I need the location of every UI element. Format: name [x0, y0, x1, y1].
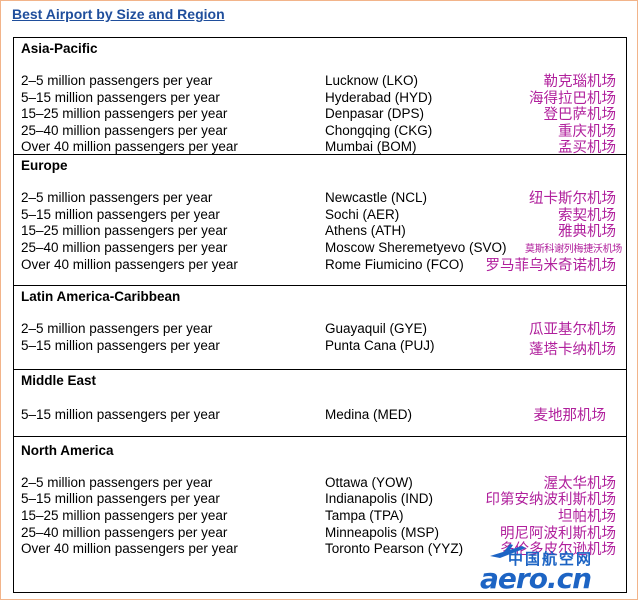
- category-cell: 2–5 million passengers per year: [21, 73, 213, 88]
- region-heading: Asia-Pacific: [21, 41, 98, 56]
- category-cell: 15–25 million passengers per year: [21, 508, 228, 523]
- section-north-america: North America 2–5 million passengers per…: [14, 436, 626, 592]
- category-cell: 2–5 million passengers per year: [21, 475, 213, 490]
- airport-cell: Rome Fiumicino (FCO): [325, 257, 464, 272]
- table-row: 2–5 million passengers per year Ottawa (…: [14, 475, 626, 492]
- category-cell: 15–25 million passengers per year: [21, 223, 228, 238]
- chinese-name-cell: 索契机场: [558, 208, 616, 224]
- chinese-name-cell: 勒克瑙机场: [543, 74, 617, 90]
- category-cell: 25–40 million passengers per year: [21, 525, 228, 540]
- region-heading: Middle East: [21, 373, 97, 388]
- airport-cell: Denpasar (DPS): [325, 106, 425, 121]
- aero-cn-watermark: 中国航空网 aero.cn: [480, 544, 630, 595]
- chinese-name-cell: 印第安纳波利斯机场: [485, 492, 617, 508]
- chinese-name-cell: 纽卡斯尔机场: [529, 191, 616, 207]
- region-heading: Europe: [21, 158, 68, 173]
- table-row: 2–5 million passengers per year Newcastl…: [14, 190, 626, 207]
- table-row: 25–40 million passengers per year Moscow…: [14, 240, 626, 257]
- category-cell: 2–5 million passengers per year: [21, 190, 213, 205]
- airport-cell: Ottawa (YOW): [325, 475, 413, 490]
- airport-cell: Tampa (TPA): [325, 508, 404, 523]
- table-row: 5–15 million passengers per year Sochi (…: [14, 207, 626, 224]
- awards-table: Asia-Pacific 2–5 million passengers per …: [13, 37, 627, 593]
- table-row: 2–5 million passengers per year Lucknow …: [14, 73, 626, 90]
- category-cell: 2–5 million passengers per year: [21, 321, 213, 336]
- airport-cell: Medina (MED): [325, 407, 413, 422]
- category-cell: Over 40 million passengers per year: [21, 139, 238, 154]
- airport-cell: Guayaquil (GYE): [325, 321, 428, 336]
- category-cell: 15–25 million passengers per year: [21, 106, 228, 121]
- chinese-name-cell: 麦地那机场: [533, 408, 607, 424]
- chinese-name-cell: 罗马菲乌米奇诺机场: [485, 258, 617, 274]
- section-europe: Europe 2–5 million passengers per year N…: [14, 154, 626, 285]
- category-cell: 25–40 million passengers per year: [21, 240, 228, 255]
- airport-cell: Punta Cana (PUJ): [325, 338, 435, 353]
- category-cell: 5–15 million passengers per year: [21, 338, 220, 353]
- table-row: Over 40 million passengers per year Mumb…: [14, 139, 626, 156]
- section-latin-america-caribbean: Latin America-Caribbean 2–5 million pass…: [14, 285, 626, 369]
- chinese-name-cell: 明尼阿波利斯机场: [500, 526, 616, 542]
- chinese-name-cell: 雅典机场: [558, 224, 616, 240]
- category-cell: 5–15 million passengers per year: [21, 207, 220, 222]
- page-title: Best Airport by Size and Region: [12, 6, 225, 22]
- table-row: 25–40 million passengers per year Chongq…: [14, 123, 626, 140]
- table-row: 5–15 million passengers per year Hyderab…: [14, 90, 626, 107]
- watermark-logo-text: aero.cn: [480, 562, 592, 595]
- chinese-name-cell: 重庆机场: [558, 124, 616, 140]
- table-row: 5–15 million passengers per year Punta C…: [14, 338, 626, 358]
- airport-cell: Mumbai (BOM): [325, 139, 417, 154]
- airport-cell: Lucknow (LKO): [325, 73, 419, 88]
- chinese-name-cell: 多伦多皮尔逊机场: [500, 542, 616, 558]
- airport-cell: Hyderabad (HYD): [325, 90, 433, 105]
- airport-cell: Toronto Pearson (YYZ): [325, 541, 464, 556]
- airport-cell: Moscow Sheremetyevo (SVO): [325, 240, 507, 255]
- chinese-name-cell: 孟买机场: [558, 140, 616, 156]
- table-row: 15–25 million passengers per year Denpas…: [14, 106, 626, 123]
- category-cell: 5–15 million passengers per year: [21, 491, 220, 506]
- chinese-name-cell: 渥太华机场: [543, 476, 617, 492]
- category-cell: 5–15 million passengers per year: [21, 407, 220, 422]
- airport-cell: Newcastle (NCL): [325, 190, 428, 205]
- region-heading: Latin America-Caribbean: [21, 289, 181, 304]
- airport-cell: Minneapolis (MSP): [325, 525, 440, 540]
- category-cell: Over 40 million passengers per year: [21, 257, 238, 272]
- table-row: 2–5 million passengers per year Guayaqui…: [14, 321, 626, 338]
- region-heading: North America: [21, 443, 114, 458]
- table-row: 15–25 million passengers per year Tampa …: [14, 508, 626, 525]
- airport-cell: Chongqing (CKG): [325, 123, 433, 138]
- chinese-name-cell: 蓬塔卡纳机场: [529, 342, 616, 358]
- section-asia-pacific: Asia-Pacific 2–5 million passengers per …: [14, 38, 626, 156]
- chinese-name-cell: 瓜亚基尔机场: [529, 322, 616, 338]
- table-row: 25–40 million passengers per year Minnea…: [14, 525, 626, 542]
- watermark-chinese-text: 中国航空网: [508, 550, 594, 568]
- table-row: 5–15 million passengers per year Indiana…: [14, 491, 626, 508]
- airport-cell: Indianapolis (IND): [325, 491, 434, 506]
- chinese-name-cell: 登巴萨机场: [543, 107, 617, 123]
- airport-cell: Sochi (AER): [325, 207, 400, 222]
- table-row: 5–15 million passengers per year Medina …: [14, 407, 626, 424]
- chinese-name-cell: 坦帕机场: [558, 509, 616, 525]
- table-row: Over 40 million passengers per year Toro…: [14, 541, 626, 558]
- chinese-name-cell: 海得拉巴机场: [529, 91, 616, 107]
- airport-cell: Athens (ATH): [325, 223, 406, 238]
- section-middle-east: Middle East 5–15 million passengers per …: [14, 369, 626, 436]
- chinese-name-cell: 莫斯科谢列梅捷沃机场: [525, 244, 622, 255]
- table-row: 15–25 million passengers per year Athens…: [14, 223, 626, 240]
- category-cell: Over 40 million passengers per year: [21, 541, 238, 556]
- airplane-icon: [490, 544, 526, 558]
- category-cell: 25–40 million passengers per year: [21, 123, 228, 138]
- table-row: Over 40 million passengers per year Rome…: [14, 257, 626, 274]
- category-cell: 5–15 million passengers per year: [21, 90, 220, 105]
